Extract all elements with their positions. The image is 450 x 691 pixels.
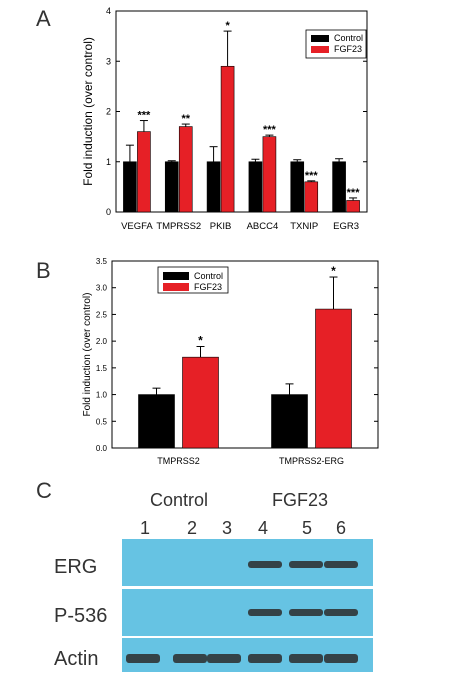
y-tick-label: 3.0	[96, 284, 108, 293]
legend-label: FGF23	[334, 44, 362, 54]
y-tick-label: 0	[106, 207, 111, 217]
bar-fgf23	[262, 136, 277, 213]
protein-band	[289, 561, 323, 568]
legend-label: Control	[334, 33, 363, 43]
y-tick-label: 2.0	[96, 337, 108, 346]
blot-label-erg: ERG	[54, 556, 98, 578]
significance-label: *	[331, 264, 336, 278]
protein-band	[289, 654, 323, 663]
legend-swatch	[163, 272, 189, 280]
lane-number: 5	[302, 518, 313, 538]
chart-panel-b: 0.0 0.5 1.0 1.5 2.0 2.5 3.0 3.5 Fold induction (…	[82, 257, 379, 466]
protein-band	[207, 654, 241, 663]
blot-label-p536: P-536	[54, 605, 108, 627]
bar-fgf23	[315, 308, 352, 449]
y-tick-label: 0.5	[96, 417, 108, 426]
legend-swatch	[311, 46, 329, 53]
y-tick-label: 3.5	[96, 257, 108, 266]
lane-number: 3	[222, 518, 233, 538]
legend-box	[305, 29, 367, 59]
bar-fgf23	[346, 200, 360, 213]
legend-swatch	[163, 283, 189, 291]
bar-fgf23	[178, 126, 193, 213]
protein-band	[324, 609, 358, 616]
panel-c-letter: C	[36, 478, 52, 503]
control-group-label: Control	[150, 490, 209, 510]
y-tick-label: 4	[106, 6, 111, 16]
bar-fgf23	[304, 181, 319, 213]
significance-label: ***	[137, 110, 151, 122]
bar-control	[123, 161, 137, 213]
category-label: TMPRSS2	[156, 221, 201, 232]
legend-swatch	[311, 35, 329, 42]
y-tick-label: 1.5	[96, 364, 108, 373]
protein-band	[248, 609, 282, 616]
protein-band	[126, 654, 160, 663]
panel-a-letter: A	[36, 6, 51, 31]
category-label: ABCC4	[247, 221, 279, 232]
y-tick-label: 1	[106, 157, 111, 167]
category-label: TMPRSS2-ERG	[279, 456, 344, 466]
bar-fgf23	[220, 65, 235, 213]
category-label: EGR3	[333, 221, 359, 232]
lane-number: 1	[140, 518, 151, 538]
protein-band	[248, 561, 282, 568]
significance-label: **	[181, 113, 190, 125]
protein-band	[248, 654, 282, 663]
protein-band	[324, 561, 358, 568]
y-axis-label: Fold induction (over control)	[82, 293, 93, 417]
y-tick-label: 3	[106, 56, 111, 66]
bar-fgf23	[182, 356, 219, 449]
bar-control	[248, 161, 263, 213]
lane-number: 4	[258, 518, 269, 538]
y-tick-label: 2	[106, 107, 111, 117]
significance-label: ***	[263, 124, 277, 136]
category-label: VEGFA	[121, 221, 153, 232]
protein-band	[289, 609, 323, 616]
y-tick-label: 2.5	[96, 310, 108, 319]
bar-control	[138, 394, 175, 449]
legend-label: Control	[194, 271, 223, 281]
legend-label: FGF23	[194, 282, 222, 292]
bar-control	[290, 161, 305, 213]
bar-control	[271, 394, 308, 449]
protein-band	[324, 654, 358, 663]
significance-label: *	[225, 20, 230, 32]
bar-control	[332, 161, 346, 213]
category-label: PKIB	[210, 221, 232, 232]
y-tick-label: 1.0	[96, 391, 108, 400]
significance-label: *	[198, 333, 203, 347]
y-tick-label: 0.0	[96, 444, 108, 453]
significance-label: ***	[305, 170, 319, 182]
protein-band	[173, 654, 207, 663]
significance-label: ***	[347, 187, 361, 199]
category-label: TXNIP	[290, 221, 318, 232]
western-blot	[122, 539, 373, 672]
plot-frame	[111, 260, 379, 449]
bar-control	[164, 161, 179, 213]
y-axis-label: Fold induction (over control)	[81, 37, 95, 186]
lane-number: 2	[187, 518, 198, 538]
panel-b-letter: B	[36, 258, 51, 283]
bar-fgf23	[137, 131, 151, 213]
lane-number: 6	[336, 518, 347, 538]
category-label: TMPRSS2	[157, 456, 200, 466]
blot-label-actin: Actin	[54, 648, 99, 670]
bar-control	[206, 161, 221, 213]
fgf23-group-label: FGF23	[272, 490, 329, 510]
